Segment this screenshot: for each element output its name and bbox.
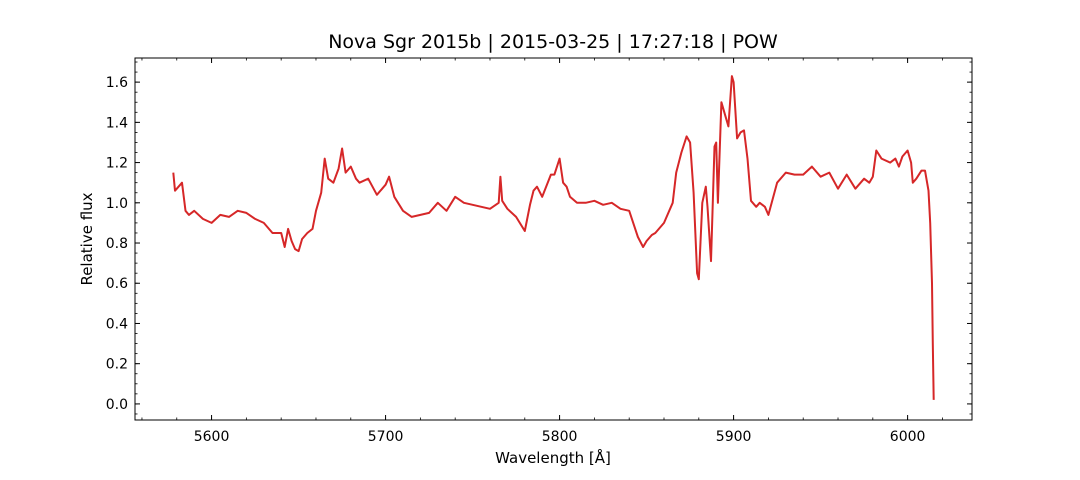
y-tick-label: 0.6 [106, 276, 128, 292]
spectrum-line [172, 75, 935, 400]
x-tick-label: 5900 [716, 429, 752, 445]
x-axis: 5600 5700 5800 5900 6000 [141, 58, 943, 445]
y-tick-label: 0.8 [106, 236, 128, 252]
x-tick-label: 5700 [368, 429, 404, 445]
series-layer [172, 75, 935, 400]
x-tick-label: 5600 [194, 429, 230, 445]
y-tick-label: 0.4 [106, 316, 128, 332]
y-axis: 0.0 0.2 0.4 0.6 0.8 1.0 1.2 1.4 1.6 [106, 61, 972, 415]
x-tick-label: 6000 [890, 429, 926, 445]
y-axis-title: Relative flux [78, 192, 96, 285]
y-tick-label: 1.0 [106, 196, 128, 212]
x-tick-label: 5800 [542, 429, 578, 445]
x-axis-title: Wavelength [Å] [495, 448, 611, 467]
y-tick-label: 1.6 [106, 75, 128, 91]
y-tick-label: 1.2 [106, 156, 128, 172]
y-tick-label: 1.4 [106, 115, 128, 131]
plot-area: 5600 5700 5800 5900 6000 0.0 0.2 0.4 0.6 0.8 1.0 1… [106, 57, 973, 445]
y-tick-label: 0.2 [106, 357, 128, 373]
plot-frame [134, 57, 973, 421]
y-tick-label: 0.0 [106, 397, 128, 413]
chart-title: Nova Sgr 2015b | 2015-03-25 | 17:27:18 |… [328, 31, 778, 53]
